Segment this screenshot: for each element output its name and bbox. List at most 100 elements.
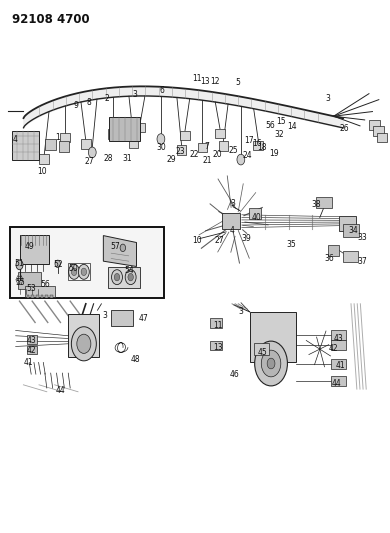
Bar	[68, 314, 99, 357]
Text: 27: 27	[215, 237, 224, 245]
Text: 43: 43	[333, 334, 343, 343]
Text: 4: 4	[12, 135, 17, 144]
Text: 20: 20	[213, 150, 222, 159]
Circle shape	[81, 268, 87, 276]
Bar	[254, 141, 263, 150]
Bar	[328, 245, 339, 256]
Text: 31: 31	[123, 155, 132, 163]
Bar	[60, 133, 70, 142]
Bar	[135, 123, 145, 132]
Bar	[218, 141, 228, 151]
Bar	[129, 139, 138, 148]
Circle shape	[89, 147, 96, 158]
Text: 17: 17	[244, 136, 254, 144]
Bar	[27, 295, 29, 298]
Text: 6: 6	[160, 86, 164, 95]
Text: 92108 4700: 92108 4700	[12, 13, 89, 26]
Circle shape	[125, 270, 136, 285]
Bar	[81, 139, 90, 149]
Text: 44: 44	[332, 379, 341, 388]
Text: 26: 26	[339, 125, 349, 133]
Bar	[27, 335, 37, 344]
Text: 42: 42	[27, 346, 36, 355]
Bar	[343, 251, 358, 262]
Text: 40: 40	[252, 213, 261, 222]
Text: 46: 46	[230, 370, 239, 378]
Text: 1: 1	[55, 133, 60, 142]
Text: 51: 51	[14, 260, 23, 268]
Bar	[108, 129, 118, 139]
Bar	[18, 272, 41, 289]
Bar	[25, 286, 55, 297]
Bar	[109, 117, 140, 141]
Text: 45: 45	[257, 349, 267, 357]
Bar	[68, 263, 90, 280]
Text: 12: 12	[210, 77, 219, 86]
Text: 22: 22	[190, 150, 199, 159]
Text: 21: 21	[203, 157, 212, 165]
Bar	[249, 208, 261, 219]
Text: 57: 57	[110, 242, 120, 251]
Text: 33: 33	[357, 233, 367, 241]
Circle shape	[71, 327, 96, 361]
Text: 9: 9	[74, 101, 78, 110]
Bar	[222, 213, 240, 229]
Circle shape	[77, 334, 91, 353]
Text: 38: 38	[311, 200, 321, 209]
Circle shape	[261, 350, 281, 377]
Text: 16: 16	[253, 139, 262, 148]
Text: 23: 23	[176, 148, 185, 156]
Circle shape	[112, 270, 122, 285]
Circle shape	[255, 341, 287, 386]
Text: 15: 15	[276, 117, 285, 126]
Bar	[45, 139, 56, 150]
Text: 47: 47	[139, 314, 148, 323]
Bar	[45, 295, 48, 298]
Text: 11: 11	[192, 75, 202, 83]
Text: 24: 24	[242, 151, 252, 160]
Bar	[20, 235, 49, 264]
Circle shape	[114, 273, 120, 281]
Bar	[10, 227, 164, 298]
Bar	[12, 131, 39, 160]
Text: 13: 13	[213, 343, 222, 352]
Bar	[108, 266, 140, 288]
Text: 56: 56	[265, 121, 275, 130]
Bar	[50, 295, 53, 298]
Text: 34: 34	[348, 226, 358, 235]
Bar	[316, 197, 332, 208]
Text: 50: 50	[69, 264, 78, 272]
Text: 3: 3	[231, 199, 236, 208]
Circle shape	[69, 264, 80, 279]
Text: 29: 29	[166, 156, 176, 164]
Bar	[27, 346, 37, 354]
Circle shape	[128, 273, 133, 281]
Text: 30: 30	[156, 143, 166, 151]
Text: 56: 56	[40, 280, 50, 288]
Bar	[39, 154, 49, 164]
Circle shape	[237, 154, 245, 165]
Bar	[254, 343, 269, 355]
Bar	[210, 318, 222, 328]
Text: 14: 14	[287, 122, 296, 131]
Text: 10: 10	[37, 167, 47, 176]
Text: 42: 42	[329, 344, 338, 352]
Text: 3: 3	[132, 91, 137, 99]
Text: 4: 4	[230, 226, 234, 235]
Bar	[331, 330, 346, 340]
Text: 41: 41	[23, 358, 33, 367]
Text: 11: 11	[214, 321, 223, 329]
Text: 10: 10	[192, 237, 202, 245]
Bar	[180, 131, 190, 140]
Circle shape	[120, 244, 126, 252]
Text: 41: 41	[335, 361, 345, 369]
Bar	[376, 133, 387, 142]
Text: 25: 25	[229, 146, 238, 155]
Text: 19: 19	[269, 149, 279, 158]
Bar	[111, 310, 133, 326]
Bar	[210, 341, 222, 350]
Text: 28: 28	[104, 155, 113, 163]
Circle shape	[16, 260, 23, 270]
Bar	[369, 120, 379, 130]
Bar	[177, 146, 186, 155]
